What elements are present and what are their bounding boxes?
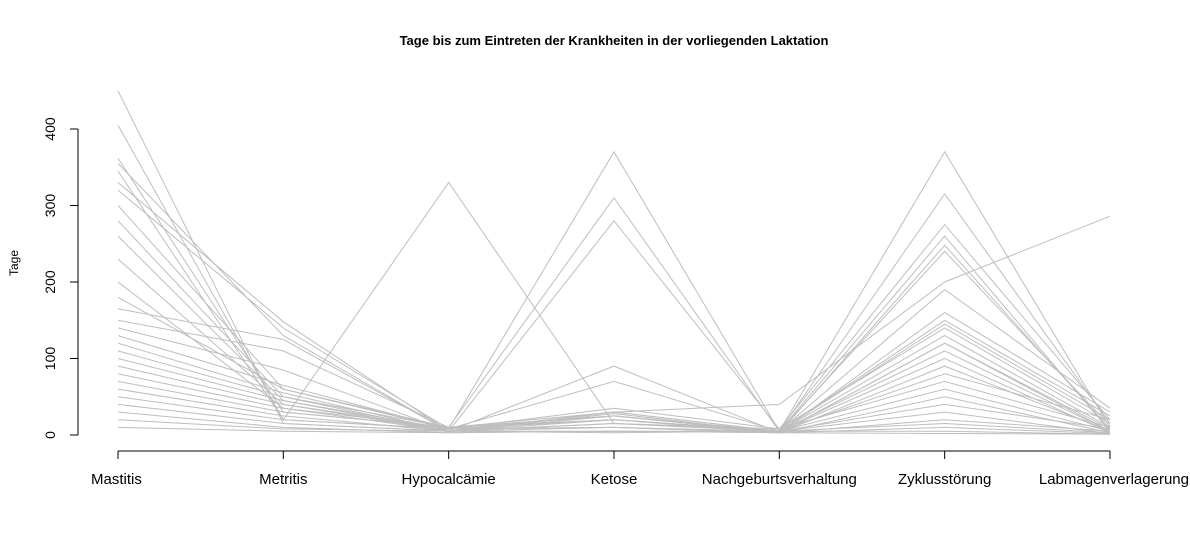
x-axis: Mastitis Metritis Hypocalcämie Ketose Nachge… — [91, 450, 1189, 488]
x-tick-label: Zyklusstörung — [898, 471, 991, 488]
series-lines — [117, 90, 1111, 435]
series-line-27 — [117, 419, 1111, 435]
series-line-9 — [117, 235, 1111, 434]
x-tick-label: Ketose — [591, 471, 638, 488]
series-line-21 — [117, 373, 1111, 434]
series-line-28 — [117, 426, 1111, 435]
y-axis: 0 100 200 300 400 — [42, 117, 79, 439]
x-tick-label: Metritis — [259, 471, 307, 488]
series-line-23 — [117, 388, 1111, 434]
series-line-6 — [117, 189, 1111, 432]
series-line-8 — [117, 220, 1111, 432]
x-tick-label: Hypocalcämie — [402, 471, 496, 488]
y-tick-label: 100 — [42, 347, 58, 371]
series-line-24 — [117, 396, 1111, 434]
y-tick-label: 400 — [42, 117, 58, 141]
y-tick-label: 200 — [42, 270, 58, 294]
y-tick-label: 0 — [42, 431, 58, 439]
series-line-17 — [117, 342, 1111, 434]
series-line-22 — [117, 380, 1111, 432]
series-line-12 — [117, 296, 1111, 430]
chart-title: Tage bis zum Eintreten der Krankheiten i… — [400, 33, 829, 48]
x-tick-label: Mastitis — [91, 471, 142, 488]
x-tick-label: Labmagenverlagerung — [1039, 471, 1189, 488]
series-line-3 — [117, 163, 1111, 432]
series-line-5 — [117, 182, 1111, 434]
y-axis-label: Tage — [7, 250, 21, 276]
x-tick-label: Nachgeburtsverhaltung — [702, 471, 857, 488]
series-line-1 — [117, 124, 1111, 433]
series-line-15 — [117, 327, 1111, 432]
y-tick-label: 300 — [42, 194, 58, 218]
